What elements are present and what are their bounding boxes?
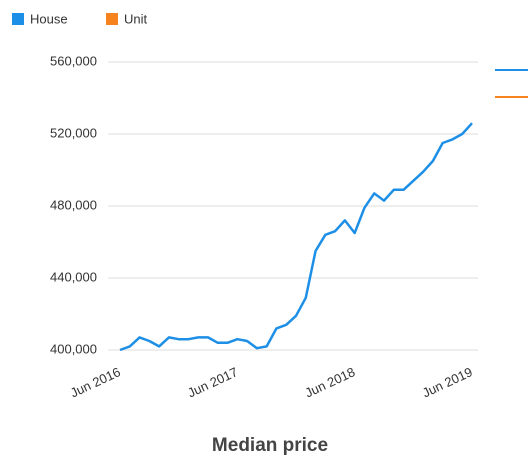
- line: [119, 122, 473, 352]
- legend-swatch: [12, 13, 24, 25]
- legend-swatch: [106, 13, 118, 25]
- y-tick-label: 440,000: [50, 269, 97, 284]
- y-tick-label: 480,000: [50, 197, 97, 212]
- x-tick-label: Jun 2018: [303, 364, 358, 400]
- chart-title: Median price: [212, 435, 328, 456]
- y-tick-label: 560,000: [50, 53, 97, 68]
- x-tick-label: Jun 2017: [185, 364, 240, 400]
- y-tick-label: 400,000: [50, 341, 97, 356]
- legend-label: House: [30, 11, 68, 26]
- x-tick-label: Jun 2019: [420, 364, 475, 400]
- x-tick-label: Jun 2016: [68, 364, 123, 400]
- legend-label: Unit: [124, 11, 148, 26]
- y-tick-label: 520,000: [50, 125, 97, 140]
